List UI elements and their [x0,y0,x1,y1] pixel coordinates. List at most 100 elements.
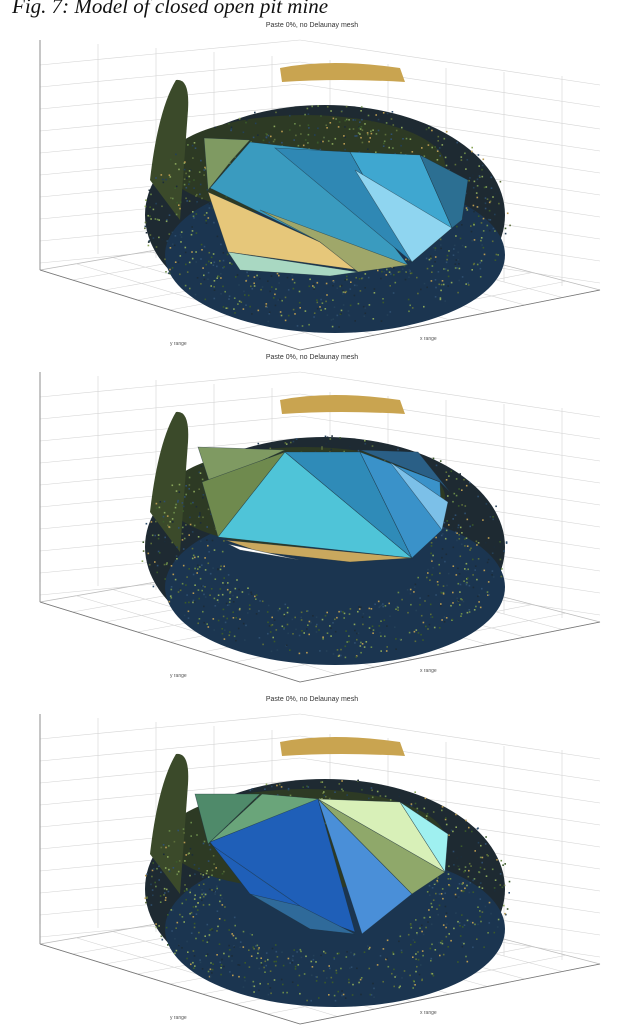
cloud-point [247,275,250,277]
cloud-point [283,615,286,617]
cloud-point [205,263,207,266]
cloud-point [370,646,373,648]
cloud-point [368,607,371,610]
cloud-point [218,918,221,920]
cloud-point [400,638,402,641]
cloud-point [262,139,265,142]
cloud-point [464,887,466,890]
cloud-point [458,922,461,924]
cloud-point [445,617,448,619]
cloud-point [414,984,416,986]
cloud-point [428,125,431,128]
cloud-point [213,286,215,288]
cloud-point [361,141,364,144]
cloud-point [280,786,283,788]
cloud-point [435,892,437,895]
cloud-point [371,789,373,792]
cloud-point [236,579,238,581]
cloud-point [216,930,218,932]
cloud-point [197,589,200,591]
cloud-point [432,811,435,813]
cloud-point [235,639,237,642]
cloud-point [455,912,457,914]
cloud-point [397,591,400,594]
cloud-point [203,214,206,216]
cloud-point [438,563,440,566]
cloud-point [498,202,500,205]
cloud-point [342,289,344,292]
cloud-point [357,610,359,613]
cloud-point [286,108,289,110]
cloud-point [238,588,240,591]
cloud-point [486,561,489,564]
cloud-point [261,964,263,966]
cloud-point [173,511,175,514]
cloud-point [184,246,187,249]
cloud-point [340,654,342,657]
cloud-point [425,257,428,260]
cloud-point [168,174,171,176]
cloud-point [159,256,161,258]
cloud-point [499,873,502,875]
cloud-point [420,633,422,636]
cloud-point [386,112,389,115]
cloud-point [162,178,164,181]
cloud-point [171,231,174,234]
cloud-point [448,475,450,477]
cloud-point [216,885,218,888]
cloud-point [391,111,394,113]
cloud-point [219,260,221,262]
cloud-point [184,496,186,498]
cloud-point [238,975,240,978]
cloud-point [199,959,201,961]
cloud-point [447,285,449,287]
cloud-point [224,621,227,624]
cloud-point [447,878,450,880]
cloud-point [439,147,441,149]
cloud-point [188,534,190,536]
cloud-point [439,572,441,575]
cloud-point [393,985,395,988]
cloud-point [475,605,477,608]
cloud-point [476,938,478,940]
cloud-point [377,129,380,132]
cloud-point [182,526,184,529]
cloud-point [432,899,435,901]
cloud-point [167,890,170,893]
cloud-point [336,616,338,619]
cloud-point [191,547,194,550]
cloud-point [421,930,423,933]
cloud-point [208,207,211,209]
cloud-point [204,298,207,301]
cloud-point [430,558,433,561]
cloud-point [324,981,326,984]
cloud-point [356,284,358,287]
cloud-point [265,952,268,954]
cloud-point [455,494,458,497]
cloud-point [466,518,469,521]
cloud-point [248,949,250,951]
cloud-point [401,977,403,979]
cloud-point [185,584,187,586]
cloud-point [277,609,280,612]
cloud-point [247,587,249,589]
cloud-point [312,958,315,961]
cloud-point [188,180,191,183]
cloud-point [168,845,170,847]
cloud-point [251,288,254,290]
cloud-point [401,126,403,129]
cloud-point [444,892,446,895]
cloud-point [224,290,226,293]
cloud-point [385,122,388,124]
cloud-point [487,506,490,508]
cloud-point [292,287,295,290]
cloud-point [427,572,429,574]
cloud-point [306,785,308,788]
cloud-point [237,964,239,966]
cloud-point [254,111,256,114]
cloud-point [185,854,187,856]
cloud-point [398,795,401,798]
cloud-point [403,970,406,972]
cloud-point [278,282,280,284]
cloud-point [176,873,178,876]
